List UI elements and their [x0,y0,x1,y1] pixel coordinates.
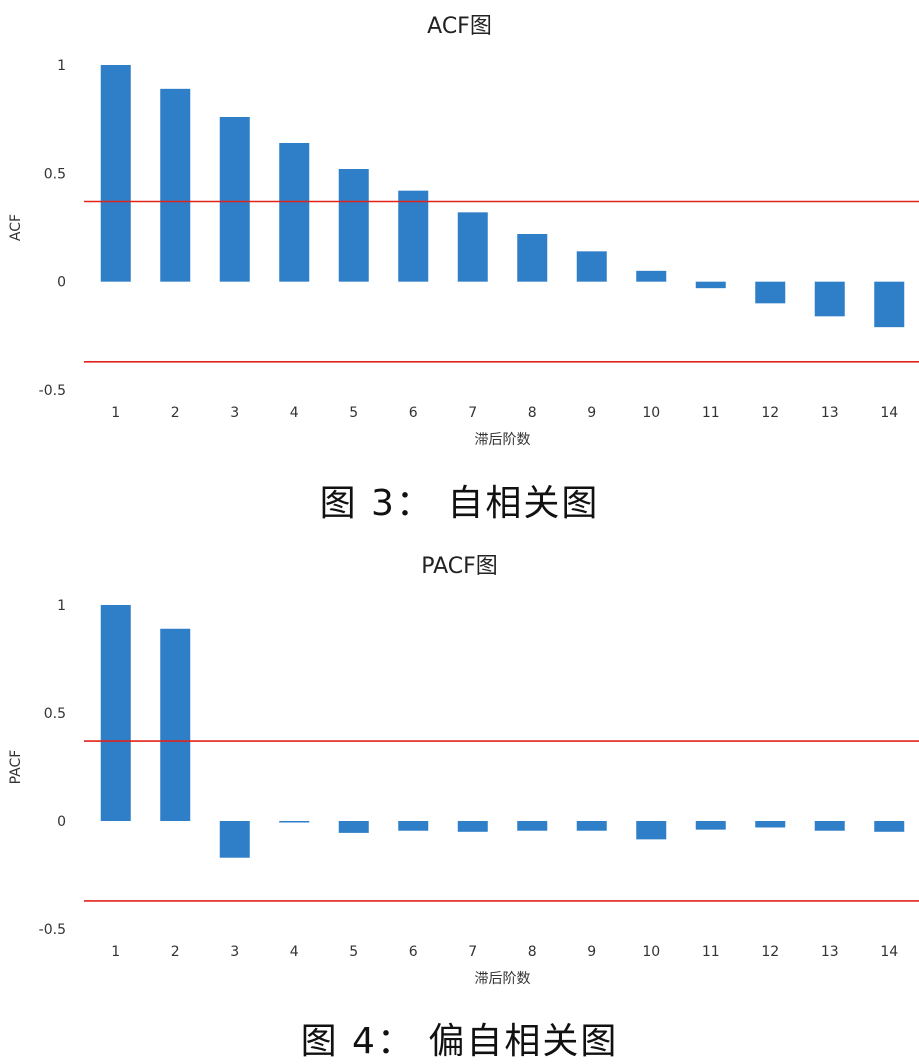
pacf-bar [517,821,548,831]
pacf-bar [576,821,607,831]
acf-bar [695,281,726,289]
acf-y-tick-label: 0.5 [44,166,66,182]
pacf-y-axis-label: PACF [8,750,24,785]
pacf-x-tick-label: 1 [111,944,120,960]
pacf-x-tick-label: 12 [761,944,779,960]
pacf-chart-title: PACF图 [421,554,498,579]
acf-y-tick-label: 0 [57,275,66,291]
pacf-x-tick-label: 13 [821,944,839,960]
acf-x-axis-label: 滞后阶数 [475,432,531,448]
acf-x-tick-label: 11 [702,405,720,421]
acf-bar [517,234,548,282]
acf-x-tick-label: 2 [171,405,180,421]
acf-x-tick-label: 13 [821,405,839,421]
pacf-bar [457,821,488,832]
pacf-bar [695,821,726,830]
pacf-bar [636,821,667,840]
acf-bar [636,270,667,282]
acf-bar [398,190,429,282]
pacf-bar [814,821,845,831]
acf-x-tick-label: 14 [880,405,898,421]
acf-x-tick-label: 9 [587,405,596,421]
acf-x-tick-label: 1 [111,405,120,421]
acf-x-tick-label: 7 [468,405,477,421]
pacf-y-tick-label: 0.5 [44,706,66,722]
pacf-bar [100,605,131,821]
acf-y-tick-label: -0.5 [39,383,66,399]
pacf-bar [755,821,786,828]
pacf-x-tick-label: 7 [468,944,477,960]
pacf-y-tick-label: 1 [57,598,66,614]
acf-y-tick-label: 1 [57,58,66,74]
pacf-bar [219,821,250,858]
acf-x-tick-label: 6 [409,405,418,421]
pacf-x-tick-label: 10 [642,944,660,960]
pacf-x-axis-label: 滞后阶数 [475,971,531,987]
pacf-x-tick-label: 14 [880,944,898,960]
acf-bar [160,88,191,282]
pacf-figure-caption: 图 4： 偏自相关图 [300,1021,619,1062]
acf-x-tick-label: 12 [761,405,779,421]
acf-chart-title: ACF图 [427,14,492,39]
pacf-x-tick-label: 5 [349,944,358,960]
pacf-x-tick-label: 11 [702,944,720,960]
acf-bar [755,281,786,304]
acf-bar [576,251,607,282]
acf-bar [219,117,250,282]
pacf-y-tick-label: 0 [57,814,66,830]
acf-bar [814,281,845,317]
acf-x-tick-label: 8 [528,405,537,421]
pacf-bar [338,821,369,833]
pacf-bar [160,628,191,821]
acf-bar [874,281,905,328]
acf-chart: ACF图 1 0.5 0 -0.5 1 2 3 4 5 6 7 8 9 10 11 12 13 14 滞后阶数 ACF [0,0,919,470]
acf-bar [100,65,131,282]
pacf-bar [874,821,905,832]
pacf-x-tick-label: 2 [171,944,180,960]
acf-bar [279,143,310,282]
pacf-y-tick-label: -0.5 [39,922,66,938]
acf-y-axis-label: ACF [8,214,24,241]
acf-x-tick-label: 3 [230,405,239,421]
pacf-x-tick-label: 4 [290,944,299,960]
acf-bar [457,212,488,282]
pacf-chart: PACF图 1 0.5 0 -0.5 1 2 3 4 5 6 7 8 9 10 11 12 13 14 滞后阶数 PA… [0,540,919,1000]
pacf-x-tick-label: 3 [230,944,239,960]
pacf-x-tick-label: 9 [587,944,596,960]
acf-x-tick-label: 5 [349,405,358,421]
pacf-bar [279,821,310,823]
pacf-x-tick-label: 8 [528,944,537,960]
acf-x-tick-label: 10 [642,405,660,421]
pacf-x-tick-label: 6 [409,944,418,960]
acf-x-tick-label: 4 [290,405,299,421]
pacf-bar [398,821,429,831]
acf-figure-caption: 图 3： 自相关图 [319,483,600,524]
acf-bar [338,169,369,282]
